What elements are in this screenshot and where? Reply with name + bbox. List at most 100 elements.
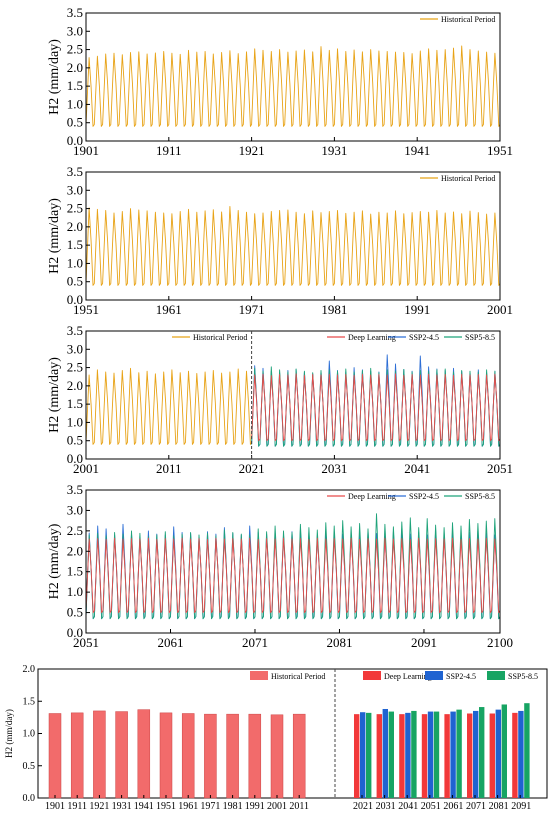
legend-label: Historical Period <box>271 672 325 681</box>
x-tick-label: 1931 <box>321 143 347 158</box>
series-line-historical-period <box>85 205 501 286</box>
x-tick-label: 1971 <box>200 801 220 812</box>
bar-deep-learning <box>376 714 382 798</box>
y-tick-label: 1.5 <box>67 396 83 411</box>
x-tick-label: 1951 <box>156 801 176 812</box>
legend-item: SSP5-8.5 <box>487 671 538 681</box>
x-tick-label: 1951 <box>73 302 99 317</box>
y-tick-label: 0.0 <box>67 292 83 307</box>
y-axis-label: H2 (mm/day) <box>47 357 62 433</box>
bar-ssp5-8-5 <box>411 710 417 798</box>
bar-ssp5-8-5 <box>479 707 485 798</box>
y-tick-label: 3.0 <box>67 182 83 197</box>
bar-historical <box>93 710 106 799</box>
legend-swatch <box>487 671 505 680</box>
x-tick-label: 2081 <box>489 801 509 812</box>
bar-ssp2-4-5 <box>427 711 434 798</box>
x-tick-label: 2071 <box>242 635 268 650</box>
series-line-historical-period <box>85 45 501 127</box>
legend-swatch <box>363 671 381 680</box>
x-tick-label: 1921 <box>89 801 109 812</box>
legend-swatch <box>425 671 443 680</box>
legend-label: SSP2-4.5 <box>409 492 439 501</box>
bar-historical <box>292 713 306 799</box>
x-tick-label: 1971 <box>239 302 265 317</box>
y-tick-label: 3.0 <box>67 23 83 38</box>
bar-ssp2-4-5 <box>518 710 524 798</box>
series-line-historical-period <box>85 367 252 445</box>
bar-ssp2-4-5 <box>495 709 501 798</box>
y-tick-label: 3.5 <box>67 482 83 497</box>
legend-item: Historical Period <box>420 174 495 183</box>
legend-item: SSP2-4.5 <box>388 333 439 342</box>
y-tick-label: 2.0 <box>67 543 83 558</box>
legend-item: SSP5-8.5 <box>444 333 495 342</box>
legend-item: Historical Period <box>172 333 247 342</box>
bar-ssp2-4-5 <box>450 711 456 798</box>
legend-item: Deep Learning <box>327 492 396 501</box>
y-tick-label: 2.0 <box>67 378 83 393</box>
bar-historical <box>226 713 239 799</box>
x-tick-label: 1991 <box>245 801 265 812</box>
bar-historical <box>248 713 262 799</box>
x-tick-label: 2061 <box>157 635 183 650</box>
bar-deep-learning <box>512 712 518 798</box>
bar-deep-learning <box>444 714 450 798</box>
series-line-ssp5-8-5 <box>251 366 501 447</box>
bar-ssp2-4-5 <box>360 712 366 798</box>
x-tick-label: 1901 <box>45 801 65 812</box>
y-tick-label: 1.0 <box>67 255 83 270</box>
bar-ssp2-4-5 <box>473 710 479 798</box>
bar-ssp5-8-5 <box>524 703 530 798</box>
legend-label: SSP5-8.5 <box>465 333 495 342</box>
legend-item: SSP5-8.5 <box>444 492 495 501</box>
legend-label: Deep Learning <box>348 492 396 501</box>
y-tick-label: 1.0 <box>67 414 83 429</box>
bar-historical <box>270 714 284 799</box>
x-tick-label: 2061 <box>443 801 463 812</box>
y-tick-label: 0.5 <box>67 274 83 289</box>
x-tick-label: 2051 <box>73 635 99 650</box>
bar-ssp5-8-5 <box>366 712 372 798</box>
y-tick-label: 1.5 <box>67 237 83 252</box>
y-tick-label: 2.0 <box>67 60 83 75</box>
x-tick-label: 1921 <box>239 143 265 158</box>
bar-ssp2-4-5 <box>405 712 411 798</box>
y-tick-label: 3.5 <box>67 5 83 20</box>
y-tick-label: 0.5 <box>67 433 83 448</box>
y-tick-label: 0.5 <box>67 605 83 620</box>
x-tick-label: 1911 <box>156 143 182 158</box>
x-tick-label: 1941 <box>134 801 154 812</box>
x-tick-label: 2051 <box>421 801 441 812</box>
y-tick-label: 1.5 <box>67 564 83 579</box>
line-panel-1: 0.0 0.5 1.0 1.5 2.0 2.5 3.0 3.5 H2 (mm/day) 1901 1… <box>47 5 513 158</box>
bar-ssp5-8-5 <box>433 711 440 798</box>
y-tick-label: 2.5 <box>67 201 83 216</box>
x-tick-label: 2011 <box>289 801 309 812</box>
line-panel-4: 0.0 0.5 1.0 1.5 2.0 2.5 3.0 3.5 H2 (mm/day) 2051 2… <box>47 482 513 650</box>
legend-label: Deep Learning <box>384 672 432 681</box>
y-tick-label: 3.0 <box>67 502 83 517</box>
y-tick-label: 2.5 <box>67 523 83 538</box>
x-tick-label: 2021 <box>353 801 373 812</box>
line-panel-2: 0.0 0.5 1.0 1.5 2.0 2.5 3.0 3.5 H2 (mm/day) 1951 1… <box>47 164 513 317</box>
legend-label: Historical Period <box>193 333 247 342</box>
y-tick-label: 0.0 <box>67 133 83 148</box>
bar-deep-learning <box>421 714 428 798</box>
legend-item: SSP2-4.5 <box>425 671 476 681</box>
x-tick-label: 1901 <box>73 143 99 158</box>
bar-deep-learning <box>399 714 405 798</box>
legend-item: Historical Period <box>250 671 325 681</box>
y-tick-label: 3.0 <box>67 341 83 356</box>
x-tick-label: 2071 <box>466 801 486 812</box>
bar-ssp5-8-5 <box>501 704 507 798</box>
series-line-ssp5-8-5 <box>85 513 501 620</box>
y-tick-label: 2.0 <box>67 219 83 234</box>
plot-frame <box>85 12 501 142</box>
legend-label: SSP2-4.5 <box>446 672 476 681</box>
x-tick-label: 1961 <box>178 801 198 812</box>
x-tick-label: 1931 <box>112 801 132 812</box>
x-tick-label: 1941 <box>404 143 430 158</box>
y-tick-label: 3.5 <box>67 164 83 179</box>
legend-item: Deep Learning <box>327 333 396 342</box>
